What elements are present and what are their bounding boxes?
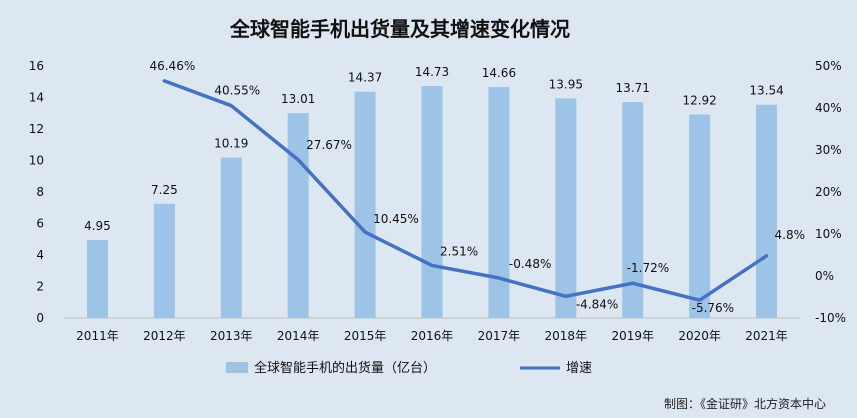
bar <box>354 91 376 318</box>
bar-data-label: 14.37 <box>348 71 382 85</box>
right-axis-tick-label: 50% <box>815 59 842 73</box>
x-axis-tick-label: 2019年 <box>611 329 654 343</box>
right-axis-tick-label: 30% <box>815 143 842 157</box>
bar <box>756 104 778 319</box>
left-axis-tick-label: 10 <box>29 154 44 168</box>
bar-data-label: 13.01 <box>281 92 315 106</box>
bar <box>622 102 644 318</box>
x-axis-tick-label: 2018年 <box>545 329 588 343</box>
right-axis-tick-label: 20% <box>815 185 842 199</box>
right-axis-tick-label: -10% <box>815 311 846 325</box>
x-axis-tick-label: 2017年 <box>478 329 521 343</box>
bar <box>153 203 175 318</box>
source-note: 制图：《金证研》北方资本中心 <box>664 396 826 411</box>
x-axis-tick-label: 2014年 <box>277 329 320 343</box>
growth-data-label: 4.8% <box>775 228 806 242</box>
line-series: 46.46% 40.55% 27.67% 10.45% 2.51% -0.48% -4.84… <box>149 59 805 315</box>
growth-data-label: -4.84% <box>576 297 618 311</box>
right-axis: -10% 0% 10% 20% 30% 40% 50% <box>815 59 846 325</box>
x-axis-tick-label: 2021年 <box>745 329 788 343</box>
right-axis-tick-label: 10% <box>815 227 842 241</box>
growth-data-label: -1.72% <box>627 261 669 275</box>
x-axis-tick-label: 2012年 <box>143 329 186 343</box>
growth-data-label: 27.67% <box>306 138 352 152</box>
left-axis-tick-label: 14 <box>29 91 44 105</box>
bar <box>421 86 443 318</box>
left-axis-tick-label: 8 <box>36 185 44 199</box>
bar <box>220 157 242 318</box>
x-axis-tick-label: 2020年 <box>678 329 721 343</box>
legend-label-growth: 增速 <box>566 361 592 376</box>
bar <box>689 114 711 318</box>
bar-data-label: 13.54 <box>749 84 783 98</box>
bar-data-label: 12.92 <box>682 94 716 108</box>
bar-data-label: 4.95 <box>84 219 111 233</box>
x-axis-tick-label: 2011年 <box>76 329 119 343</box>
left-axis-tick-label: 6 <box>36 217 44 231</box>
bar-data-label: 14.73 <box>415 65 449 79</box>
left-axis-tick-label: 16 <box>29 59 44 73</box>
growth-data-label: -5.76% <box>692 301 734 315</box>
left-axis-tick-label: 2 <box>36 280 44 294</box>
growth-line <box>162 79 769 302</box>
right-axis-tick-label: 0% <box>815 269 834 283</box>
bar <box>488 87 510 318</box>
left-axis: 0 2 4 6 8 10 12 14 16 <box>29 59 44 325</box>
bar-data-label: 13.95 <box>549 77 583 91</box>
bar-data-label: 14.66 <box>482 66 516 80</box>
bar <box>86 240 108 318</box>
legend-swatch-shipments <box>226 362 248 373</box>
legend-label-shipments: 全球智能手机的出货量（亿台） <box>254 360 436 376</box>
growth-data-label: 2.51% <box>440 244 478 258</box>
x-axis-tick-label: 2013年 <box>210 329 253 343</box>
bar <box>555 98 577 318</box>
left-axis-tick-label: 0 <box>36 311 44 325</box>
growth-data-label: 10.45% <box>373 212 419 226</box>
growth-data-label: 46.46% <box>149 59 195 73</box>
bar-data-label: 7.25 <box>151 183 178 197</box>
bar-series: 4.95 7.25 10.19 13.01 14.37 14.73 14.66 13.95 13… <box>84 65 784 319</box>
bar-data-label: 10.19 <box>214 137 248 151</box>
legend: 全球智能手机的出货量（亿台） 增速 <box>226 360 592 376</box>
left-axis-tick-label: 4 <box>36 248 44 262</box>
chart-title: 全球智能手机出货量及其增速变化情况 <box>229 17 570 41</box>
growth-data-label: 40.55% <box>214 84 260 98</box>
x-axis-tick-label: 2015年 <box>344 329 387 343</box>
growth-data-label: -0.48% <box>509 257 551 271</box>
left-axis-tick-label: 12 <box>29 122 44 136</box>
right-axis-tick-label: 40% <box>815 101 842 115</box>
bar-data-label: 13.71 <box>616 81 650 95</box>
x-axis: 2011年 2012年 2013年 2014年 2015年 2016年 2017年 2018年… <box>64 317 800 343</box>
x-axis-tick-label: 2016年 <box>411 329 454 343</box>
